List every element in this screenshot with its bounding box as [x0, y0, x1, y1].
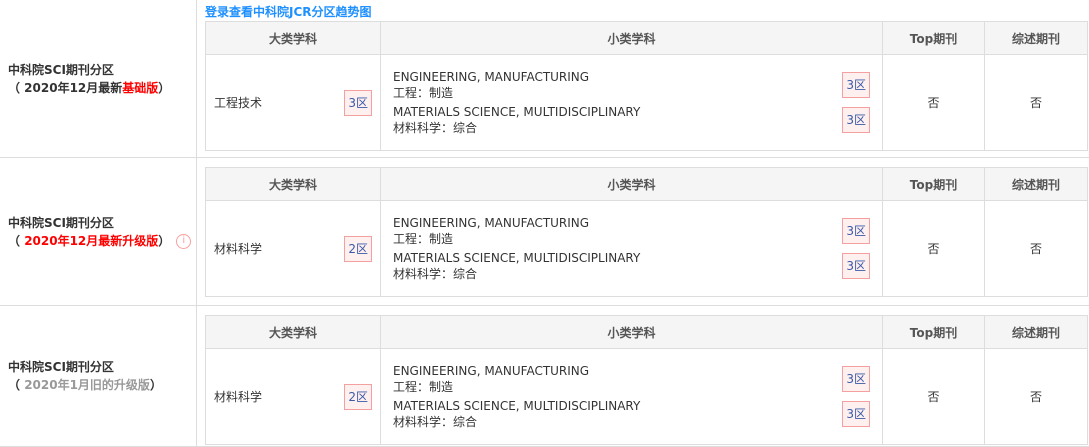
column-header: 综述期刊 — [984, 315, 1088, 349]
zone-badge: 2区 — [344, 235, 372, 262]
jcr-trend-login-link[interactable]: 登录查看中科院JCR分区趋势图 — [205, 5, 372, 19]
subcategory-item: ENGINEERING, MANUFACTURING 工程：制造 3区 — [393, 363, 870, 395]
major-category: 材料科学 2区 — [205, 200, 381, 297]
major-category: 材料科学 2区 — [205, 348, 381, 445]
subcategory-item: MATERIALS SCIENCE, MULTIDISCIPLINARY 材料科学… — [393, 250, 870, 282]
info-icon[interactable]: i — [176, 233, 192, 249]
section-title: 中科院SCI期刊分区 — [8, 62, 114, 77]
column-header: 综述期刊 — [984, 167, 1088, 201]
subcategory-en: MATERIALS SCIENCE, MULTIDISCIPLINARY — [393, 251, 641, 265]
version-label: （ 2020年12月最新升级版） i — [8, 232, 196, 250]
subcategory-item: MATERIALS SCIENCE, MULTIDISCIPLINARY 材料科学… — [393, 104, 870, 136]
column-header: 小类学科 — [380, 21, 883, 55]
version-label: （ 2020年12月最新基础版） — [8, 80, 171, 95]
zone-badge: 3区 — [842, 366, 870, 392]
version-label: （ 2020年1月旧的升级版） — [8, 378, 162, 392]
column-header: 小类学科 — [380, 167, 883, 201]
subcategory-item: MATERIALS SCIENCE, MULTIDISCIPLINARY 材料科学… — [393, 398, 870, 430]
section-label: 中科院SCI期刊分区 （ 2020年1月旧的升级版） — [0, 306, 197, 446]
top-journal-value: 否 — [882, 54, 985, 151]
subcategory-en: MATERIALS SCIENCE, MULTIDISCIPLINARY — [393, 399, 641, 413]
zone-badge: 3区 — [842, 401, 870, 427]
section-title: 中科院SCI期刊分区 — [8, 215, 114, 230]
partition-section: 中科院SCI期刊分区 （ 2020年1月旧的升级版） 大类学科 小类学科 Top期刊… — [0, 306, 1089, 447]
column-header: 综述期刊 — [984, 21, 1088, 55]
subcategory-item: ENGINEERING, MANUFACTURING 工程：制造 3区 — [393, 69, 870, 101]
column-header: 小类学科 — [380, 315, 883, 349]
subcategory-en: MATERIALS SCIENCE, MULTIDISCIPLINARY — [393, 105, 641, 119]
table-row: 材料科学 2区 ENGINEERING, MANUFACTURING 工程：制造 3区… — [205, 348, 1088, 445]
column-header: 大类学科 — [205, 21, 381, 55]
section-label: 中科院SCI期刊分区 （ 2020年12月最新升级版） i — [0, 158, 197, 305]
column-header: Top期刊 — [882, 21, 985, 55]
review-journal-value: 否 — [984, 200, 1088, 297]
table-row: 材料科学 2区 ENGINEERING, MANUFACTURING 工程：制造 3区… — [205, 200, 1088, 297]
partition-table: 大类学科 小类学科 Top期刊 综述期刊 工程技术 3区 ENGINEERING, MA… — [205, 21, 1088, 151]
column-header: 大类学科 — [205, 167, 381, 201]
zone-badge: 3区 — [344, 89, 372, 116]
subcategory-en: ENGINEERING, MANUFACTURING — [393, 216, 590, 230]
section-label: 中科院SCI期刊分区 （ 2020年12月最新基础版） — [0, 0, 197, 157]
table-row: 工程技术 3区 ENGINEERING, MANUFACTURING 工程：制造 3区… — [205, 54, 1088, 151]
section-title: 中科院SCI期刊分区 — [8, 360, 114, 374]
column-header: 大类学科 — [205, 315, 381, 349]
subcategory-item: ENGINEERING, MANUFACTURING 工程：制造 3区 — [393, 215, 870, 247]
top-journal-value: 否 — [882, 348, 985, 445]
top-journal-value: 否 — [882, 200, 985, 297]
subcategories: ENGINEERING, MANUFACTURING 工程：制造 3区 MATERIA… — [380, 348, 883, 445]
subcategories: ENGINEERING, MANUFACTURING 工程：制造 3区 MATERIA… — [380, 200, 883, 297]
subcategory-cn: 工程：制造 — [393, 86, 454, 100]
partition-table: 大类学科 小类学科 Top期刊 综述期刊 材料科学 2区 ENGINEERING, MA… — [205, 315, 1088, 445]
partition-section: 中科院SCI期刊分区 （ 2020年12月最新升级版） i 大类学科 小类学科 Top… — [0, 158, 1089, 306]
subcategory-cn: 材料科学：综合 — [393, 267, 478, 281]
partition-table: 大类学科 小类学科 Top期刊 综述期刊 材料科学 2区 ENGINEERING, MA… — [205, 167, 1088, 297]
subcategory-cn: 工程：制造 — [393, 380, 454, 394]
review-journal-value: 否 — [984, 54, 1088, 151]
major-category: 工程技术 3区 — [205, 54, 381, 151]
zone-badge: 3区 — [842, 218, 870, 244]
subcategories: ENGINEERING, MANUFACTURING 工程：制造 3区 MATERIA… — [380, 54, 883, 151]
subcategory-en: ENGINEERING, MANUFACTURING — [393, 70, 590, 84]
subcategory-cn: 材料科学：综合 — [393, 121, 478, 135]
subcategory-cn: 材料科学：综合 — [393, 415, 478, 429]
zone-badge: 3区 — [842, 72, 870, 98]
column-header: Top期刊 — [882, 167, 985, 201]
zone-badge: 3区 — [842, 107, 870, 133]
zone-badge: 3区 — [842, 253, 870, 279]
review-journal-value: 否 — [984, 348, 1088, 445]
column-header: Top期刊 — [882, 315, 985, 349]
partition-section: 中科院SCI期刊分区 （ 2020年12月最新基础版） 大类学科 小类学科 Top期… — [0, 0, 1089, 158]
zone-badge: 2区 — [344, 383, 372, 410]
subcategory-en: ENGINEERING, MANUFACTURING — [393, 364, 590, 378]
subcategory-cn: 工程：制造 — [393, 232, 454, 246]
